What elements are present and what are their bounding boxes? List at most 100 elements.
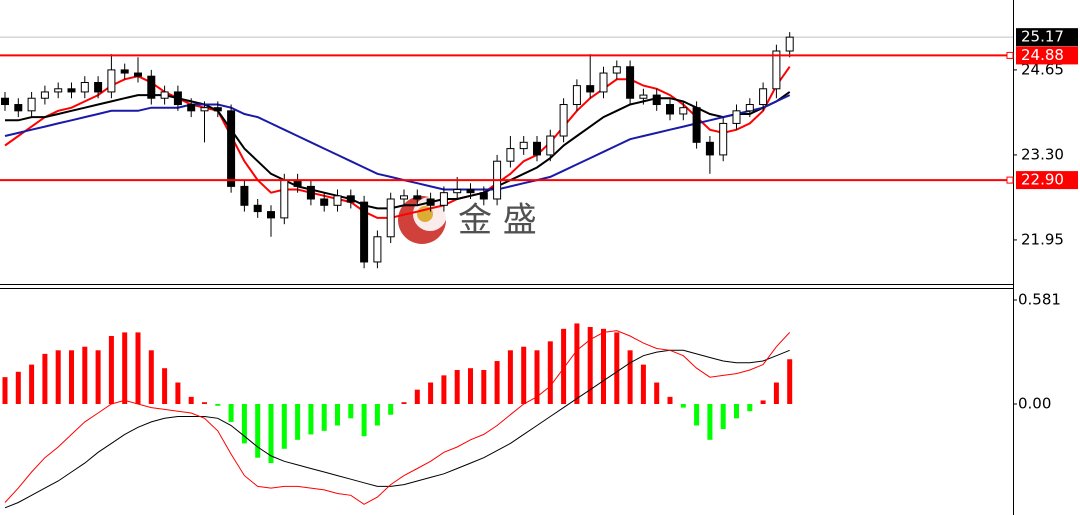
candle-body — [40, 91, 49, 99]
level-marker — [1006, 51, 1014, 59]
candle-body — [466, 189, 475, 194]
histogram-bar — [787, 359, 793, 405]
candle-body — [759, 88, 768, 106]
histogram-bar — [228, 404, 234, 422]
histogram-bar — [441, 375, 447, 405]
histogram-bar — [148, 350, 154, 405]
candle-body — [267, 211, 275, 219]
candle-body — [1, 97, 9, 106]
histogram-bar — [82, 346, 88, 405]
histogram-bar — [587, 327, 593, 405]
histogram-bar — [507, 350, 513, 405]
histogram-bar — [281, 404, 287, 449]
candle-body — [373, 236, 382, 263]
y-tick-label: 23.30 — [1021, 145, 1064, 163]
candle-body — [586, 85, 595, 93]
moving-average-line — [4, 94, 791, 191]
candle-body — [479, 192, 488, 200]
candle-body — [213, 107, 222, 112]
histogram-bar — [188, 396, 194, 405]
histogram-bar — [720, 404, 726, 430]
histogram-bar — [69, 350, 74, 405]
candle-body — [386, 198, 395, 238]
candle-body — [572, 85, 581, 106]
candle-body — [639, 94, 648, 99]
histogram-bar — [773, 382, 779, 405]
histogram-bar — [42, 353, 48, 405]
candle-body — [306, 185, 315, 200]
candle-body — [253, 204, 262, 213]
y-tick-label: 0.581 — [1018, 290, 1061, 308]
candle-body — [506, 148, 515, 162]
histogram-bar — [135, 332, 141, 405]
candle-body — [173, 91, 182, 106]
histogram-bar — [241, 404, 247, 444]
histogram-bar — [494, 361, 500, 405]
macd-line — [4, 349, 790, 509]
histogram-bar — [95, 350, 101, 405]
histogram-bar — [2, 377, 8, 405]
candle-body — [772, 50, 781, 90]
histogram-bar — [202, 402, 207, 405]
candle-body — [666, 104, 674, 115]
histogram-bar — [175, 382, 181, 405]
histogram-bar — [614, 332, 620, 405]
candle-body — [426, 198, 435, 206]
histogram-bar — [574, 323, 580, 405]
candle-body — [280, 179, 289, 219]
candle-body — [187, 104, 196, 112]
candle-body — [134, 72, 142, 77]
candle-body — [14, 104, 23, 112]
histogram-bar — [694, 404, 700, 426]
histogram-bar — [335, 404, 340, 426]
histogram-bar — [361, 404, 367, 437]
histogram-bar — [108, 335, 114, 405]
histogram-bar — [454, 369, 460, 405]
histogram-bar — [321, 404, 327, 431]
candle-body — [413, 195, 422, 200]
candle-body — [227, 110, 236, 187]
histogram-bar — [122, 332, 128, 405]
candle-body — [160, 91, 169, 99]
candle-body — [147, 75, 156, 99]
candle-body — [599, 72, 608, 93]
histogram-bar — [667, 396, 673, 405]
candle-body — [732, 110, 741, 124]
histogram-bar — [29, 364, 35, 405]
histogram-bar — [654, 382, 660, 405]
candle-body — [719, 122, 728, 156]
candle-body — [785, 36, 794, 52]
candle-body — [519, 141, 528, 150]
candle-body — [80, 81, 89, 93]
current-price-label: 25.17 — [1021, 28, 1064, 46]
histogram-bar — [468, 368, 473, 405]
histogram-bar — [561, 328, 567, 405]
macd-line — [4, 330, 791, 505]
candle-body — [54, 88, 63, 93]
histogram-bar — [521, 346, 527, 405]
histogram-bar — [255, 404, 261, 458]
candle-body — [626, 66, 635, 99]
y-tick-label: 21.95 — [1021, 230, 1064, 248]
histogram-bar — [268, 404, 274, 464]
histogram-bar — [428, 382, 434, 405]
histogram-bar — [295, 404, 301, 440]
histogram-bar — [534, 350, 540, 405]
histogram-bar — [401, 402, 407, 405]
histogram-bar — [308, 404, 314, 435]
y-tick-label: 24.65 — [1021, 60, 1064, 78]
histogram-bar — [747, 404, 753, 412]
level-label-box — [1016, 171, 1078, 190]
histogram-bar — [640, 364, 646, 405]
histogram-bar — [627, 350, 633, 405]
candle-body — [546, 135, 555, 156]
level-label-box — [1016, 46, 1078, 65]
candle-body — [559, 104, 568, 137]
moving-average-line — [4, 66, 791, 219]
histogram-bar — [707, 404, 713, 440]
candle-body — [705, 141, 714, 156]
histogram-bar — [734, 404, 739, 419]
level-label: 24.88 — [1021, 46, 1064, 64]
level-marker — [1006, 176, 1014, 184]
